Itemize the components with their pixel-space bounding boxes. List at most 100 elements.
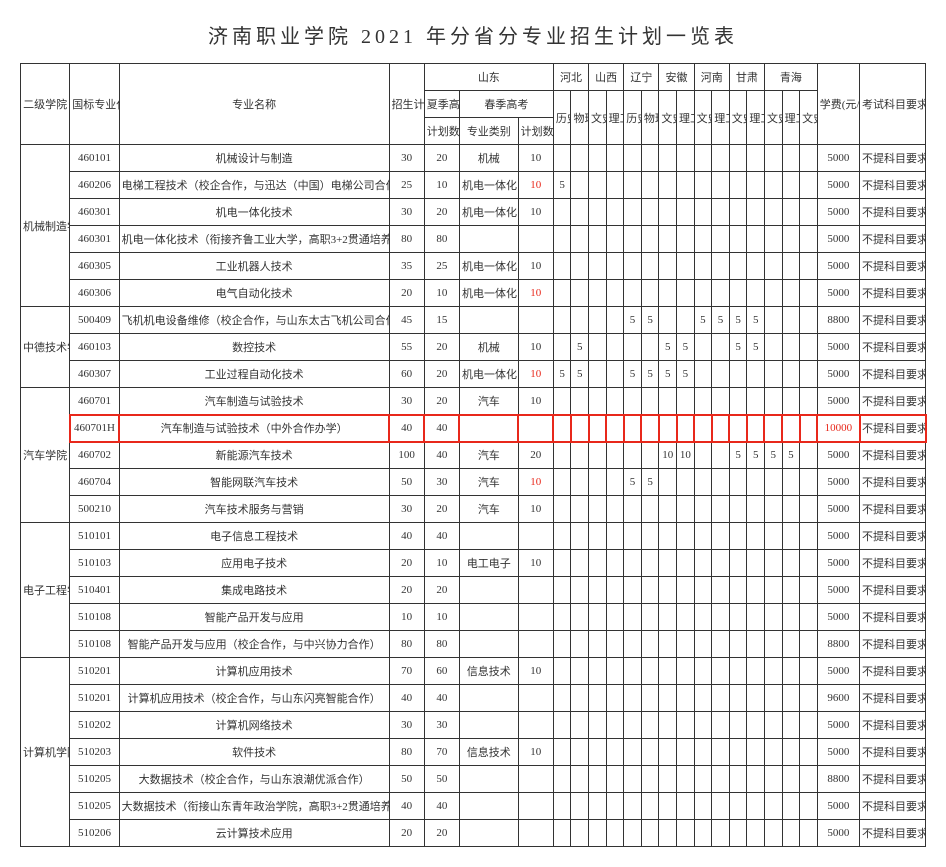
- province-cell: [659, 415, 677, 442]
- spring-count-cell: 10: [518, 658, 553, 685]
- province-cell: 5: [712, 307, 730, 334]
- fee-cell: 5000: [817, 496, 859, 523]
- code-cell: 510205: [70, 766, 119, 793]
- province-cell: [694, 280, 712, 307]
- province-cell: 5: [641, 469, 659, 496]
- code-cell: 460301: [70, 226, 119, 253]
- fee-cell: 10000: [817, 415, 859, 442]
- summer-cell: 20: [424, 496, 459, 523]
- province-cell: [712, 415, 730, 442]
- total-cell: 80: [389, 631, 424, 658]
- province-cell: [641, 523, 659, 550]
- spring-type-cell: 机电一体化: [459, 280, 518, 307]
- name-cell: 新能源汽车技术: [119, 442, 389, 469]
- province-cell: [782, 388, 800, 415]
- fee-cell: 8800: [817, 631, 859, 658]
- province-cell: [659, 631, 677, 658]
- table-row: 汽车学院460701汽车制造与试验技术3020汽车105000不提科目要求: [21, 388, 926, 415]
- name-cell: 计算机应用技术（校企合作，与山东闪亮智能合作）: [119, 685, 389, 712]
- th-sub: 物理类: [641, 91, 659, 145]
- province-cell: [624, 685, 642, 712]
- province-cell: 5: [747, 442, 765, 469]
- province-cell: [624, 334, 642, 361]
- spring-type-cell: [459, 820, 518, 847]
- th-sub: 文史: [800, 91, 818, 145]
- req-cell: 不提科目要求: [860, 523, 926, 550]
- province-cell: [624, 550, 642, 577]
- province-cell: [782, 361, 800, 388]
- province-cell: [589, 469, 607, 496]
- province-cell: [659, 739, 677, 766]
- province-cell: [659, 820, 677, 847]
- spring-type-cell: [459, 685, 518, 712]
- province-cell: [677, 145, 695, 172]
- province-cell: [764, 550, 782, 577]
- table-row: 计算机学院510201计算机应用技术7060信息技术105000不提科目要求: [21, 658, 926, 685]
- province-cell: [764, 739, 782, 766]
- province-cell: [553, 577, 571, 604]
- province-cell: [589, 685, 607, 712]
- province-cell: [606, 685, 624, 712]
- province-cell: [553, 199, 571, 226]
- spring-type-cell: 机电一体化: [459, 199, 518, 226]
- spring-type-cell: [459, 307, 518, 334]
- fee-cell: 9600: [817, 685, 859, 712]
- spring-count-cell: [518, 577, 553, 604]
- spring-type-cell: 汽车: [459, 388, 518, 415]
- province-cell: [624, 172, 642, 199]
- code-cell: 510108: [70, 604, 119, 631]
- total-cell: 10: [389, 604, 424, 631]
- province-cell: [729, 739, 747, 766]
- province-cell: [659, 145, 677, 172]
- req-cell: 不提科目要求: [860, 199, 926, 226]
- province-cell: [764, 604, 782, 631]
- province-cell: [694, 496, 712, 523]
- province-cell: [694, 334, 712, 361]
- name-cell: 机电一体化技术（衔接齐鲁工业大学，高职3+2贯通培养）: [119, 226, 389, 253]
- province-cell: [800, 334, 818, 361]
- fee-cell: 5000: [817, 388, 859, 415]
- th-anhui: 安徽: [659, 64, 694, 91]
- province-cell: [589, 739, 607, 766]
- province-cell: [589, 658, 607, 685]
- code-cell: 500409: [70, 307, 119, 334]
- name-cell: 电气自动化技术: [119, 280, 389, 307]
- province-cell: [606, 415, 624, 442]
- province-cell: [764, 685, 782, 712]
- req-cell: 不提科目要求: [860, 469, 926, 496]
- summer-cell: 30: [424, 712, 459, 739]
- province-cell: [764, 469, 782, 496]
- province-cell: [571, 145, 589, 172]
- province-cell: [624, 253, 642, 280]
- province-cell: [641, 226, 659, 253]
- province-cell: [782, 658, 800, 685]
- fee-cell: 5000: [817, 577, 859, 604]
- province-cell: 5: [782, 442, 800, 469]
- province-cell: [782, 334, 800, 361]
- province-cell: [712, 820, 730, 847]
- province-cell: [571, 604, 589, 631]
- fee-cell: 5000: [817, 793, 859, 820]
- province-cell: [729, 388, 747, 415]
- province-cell: [606, 226, 624, 253]
- province-cell: [589, 631, 607, 658]
- code-cell: 510103: [70, 550, 119, 577]
- summer-cell: 20: [424, 361, 459, 388]
- total-cell: 30: [389, 388, 424, 415]
- summer-cell: 15: [424, 307, 459, 334]
- name-cell: 软件技术: [119, 739, 389, 766]
- province-cell: [589, 361, 607, 388]
- req-cell: 不提科目要求: [860, 604, 926, 631]
- province-cell: [677, 631, 695, 658]
- province-cell: [747, 820, 765, 847]
- province-cell: [553, 388, 571, 415]
- req-cell: 不提科目要求: [860, 442, 926, 469]
- spring-type-cell: 机电一体化: [459, 253, 518, 280]
- province-cell: [677, 793, 695, 820]
- province-cell: [694, 820, 712, 847]
- spring-type-cell: 汽车: [459, 496, 518, 523]
- province-cell: [800, 631, 818, 658]
- req-cell: 不提科目要求: [860, 658, 926, 685]
- province-cell: [712, 766, 730, 793]
- code-cell: 500210: [70, 496, 119, 523]
